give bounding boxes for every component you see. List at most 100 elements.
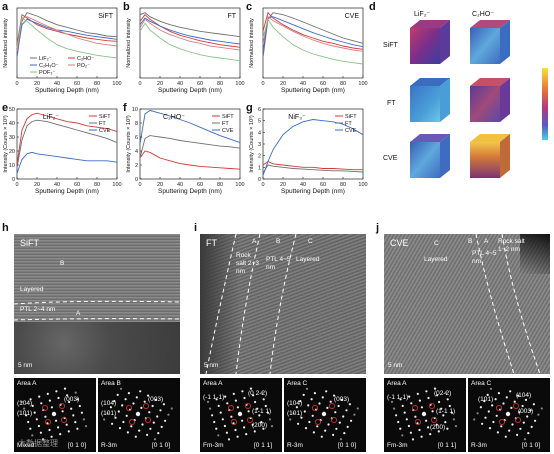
diffraction-spot <box>215 427 218 430</box>
x-tick-label: 20 <box>34 182 40 188</box>
diffraction-spot <box>495 414 498 417</box>
diffraction-spot <box>303 410 306 413</box>
diffraction-spot <box>416 392 419 395</box>
fft-index-label: (101) <box>478 396 494 403</box>
diffraction-spot <box>300 416 303 419</box>
diffraction-spot <box>153 438 157 441</box>
diffraction-spot <box>405 418 408 421</box>
y-tick-label: 8 <box>135 121 138 127</box>
x-tick-label: 80 <box>94 182 100 188</box>
diffraction-spot <box>256 407 259 410</box>
tem-rock-salt: Rock salt 1~2 nm <box>498 238 525 253</box>
tem-ptl: PTL 2~4 nm <box>20 306 56 313</box>
fft-h-area-b: Area B (104) (101) (003) R-3m [0 1 0] <box>98 378 180 452</box>
diffraction-spot <box>51 411 57 417</box>
diffraction-spot <box>124 398 127 401</box>
diffraction-spot <box>530 425 533 428</box>
highlight-circle <box>495 404 502 411</box>
diffraction-spot <box>37 424 40 428</box>
x-tick-label: 20 <box>157 182 163 188</box>
diffraction-spot <box>517 394 520 397</box>
diffraction-spot <box>429 433 432 436</box>
diffraction-spot <box>241 419 244 422</box>
panel-letter-j: j <box>376 222 380 234</box>
diffraction-spot <box>497 392 500 395</box>
diffraction-spot <box>135 411 141 417</box>
diffraction-spot <box>236 406 239 409</box>
series-line-e-2 <box>16 151 118 174</box>
diffraction-spot <box>29 398 32 401</box>
y-tick-label: 1 <box>258 165 261 171</box>
diffraction-spot <box>399 398 402 401</box>
diffraction-spot <box>260 421 263 424</box>
series-line-a-3 <box>16 16 118 52</box>
diffraction-spot <box>262 398 265 401</box>
diffraction-spot <box>243 426 246 429</box>
tem-rock-salt: Rock salt 2~3 nm <box>236 252 259 275</box>
diffraction-spot <box>84 425 88 428</box>
x-axis-label: Sputtering Depth (nm) <box>35 188 99 195</box>
diffraction-spot <box>340 398 344 401</box>
diffraction-spot <box>217 404 220 407</box>
series-line-b-0 <box>139 12 241 38</box>
diffraction-spot <box>483 400 486 403</box>
diffraction-spot <box>324 429 327 432</box>
diffraction-spot <box>40 402 43 405</box>
diffraction-spot <box>540 407 543 410</box>
diffraction-spot <box>72 414 75 417</box>
diffraction-spot <box>425 419 428 422</box>
diffraction-spot <box>526 415 529 418</box>
diffraction-spot <box>481 422 484 425</box>
series-line-e-0 <box>16 112 118 166</box>
diffraction-spot <box>138 429 141 432</box>
x-tick-label: 80 <box>217 81 223 87</box>
fft-index-label: (104) <box>101 400 117 407</box>
highlight-circle <box>498 419 505 426</box>
tem-title-sift: SiFT <box>20 238 39 248</box>
y-tick-label: 3 <box>258 142 261 148</box>
diffraction-spot <box>496 431 499 434</box>
x-tick-label: 20 <box>280 81 286 87</box>
fft-phase-label: Fm-3m <box>203 442 224 449</box>
fft-index-label: (200) <box>430 424 446 431</box>
chart-title: C₂HO⁻ <box>163 114 185 121</box>
diffraction-spot <box>327 423 330 426</box>
y-axis-label: Normalized intensity <box>3 18 9 68</box>
diffraction-spot <box>484 416 487 419</box>
diffraction-spot <box>436 394 439 397</box>
diffraction-spot <box>117 410 120 413</box>
scale-bar-label: 5 nm <box>204 362 219 369</box>
diffraction-spot <box>307 404 310 407</box>
panel-letter-i: i <box>194 222 198 234</box>
diffraction-spot <box>393 407 396 410</box>
diffraction-spot <box>435 423 438 426</box>
diffraction-spot <box>395 414 398 417</box>
diffraction-spot <box>399 427 402 430</box>
diffraction-spot <box>127 392 130 395</box>
fft-index-label: (003) <box>334 396 350 403</box>
diffraction-spot <box>264 404 267 408</box>
fft-index-label: (104) <box>516 392 532 399</box>
fft-j-area-c: Area C (101) (104) (003) R-3m [0 1 0] <box>468 378 550 452</box>
diffraction-spot <box>74 391 77 394</box>
diffraction-spot <box>338 421 341 424</box>
chart-e-lif2-intensity: 0 20 40 60 80 100 0 10 20 30 40 50 Sputtering Depth … <box>3 107 122 195</box>
x-tick-label: 60 <box>320 182 326 188</box>
diffraction-spot <box>316 425 319 428</box>
diffraction-spot <box>448 404 451 408</box>
legend-entry: SiFT <box>222 114 234 120</box>
series-line-g-1 <box>262 164 364 174</box>
y-tick-label: 0 <box>258 177 261 183</box>
diffraction-spot <box>494 398 497 401</box>
diffraction-spot <box>232 422 235 425</box>
plot-frame <box>16 108 118 180</box>
diffraction-spot <box>339 438 343 441</box>
diffraction-spot <box>418 428 421 432</box>
tem-image-sift: SiFT B Layered PTL 2~4 nm A 5 nm <box>14 234 180 374</box>
diffraction-spot <box>433 387 437 390</box>
legend-entry: FT <box>99 121 106 127</box>
diffraction-spot <box>206 400 210 403</box>
diffraction-spot <box>57 396 60 400</box>
diffraction-spot <box>532 403 535 406</box>
chart-title: NiF₃⁻ <box>288 114 306 121</box>
